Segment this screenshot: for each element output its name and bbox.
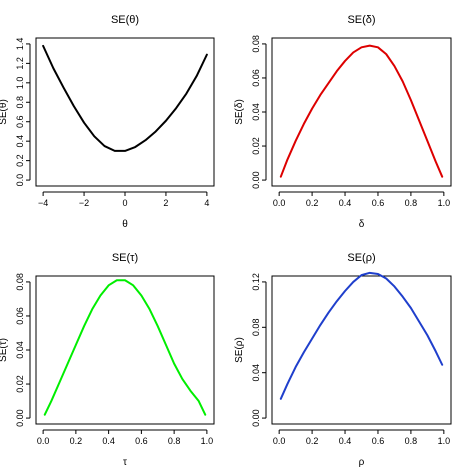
plot-frame	[271, 37, 452, 187]
x-tick-label: 0.6	[372, 198, 385, 208]
x-tick-label: 0.4	[339, 436, 352, 446]
x-tick-label: 1.0	[438, 198, 451, 208]
y-tick-label: 0.08	[251, 319, 261, 337]
y-tick-label: 0.00	[15, 409, 25, 427]
x-tick-label: −4	[38, 198, 48, 208]
x-tick-label: −2	[79, 198, 89, 208]
plot-frame	[271, 275, 452, 425]
y-tick-label: 1.2	[15, 57, 25, 70]
y-tick-label: 1.4	[15, 38, 25, 51]
chart-panel-1: −4 −2 0 2 4 0.0 0.2 0.4 0.6 0.8 1.0 1.2 1.4 SE(θ) θ SE(…	[0, 14, 215, 230]
x-axis: 0.0 0.2 0.4 0.6 0.8 1.0	[273, 429, 451, 446]
x-axis-label: δ	[359, 219, 365, 230]
x-tick-label: 1.0	[438, 436, 451, 446]
plot-frame	[35, 37, 215, 187]
y-axis-label: SE(ρ)	[234, 337, 245, 363]
x-tick-label: 1.0	[201, 436, 214, 446]
y-tick-label: 0.00	[251, 409, 261, 427]
x-tick-label: 0.8	[168, 436, 181, 446]
chart-panel-2: 0.0 0.2 0.4 0.6 0.8 1.0 0.00 0.02 0.04 0.06 0.08 SE…	[234, 14, 452, 230]
x-tick-label: 0.2	[306, 436, 319, 446]
y-tick-label: 0.12	[251, 273, 261, 291]
y-tick-label: 0.6	[15, 115, 25, 128]
y-tick-label: 0.8	[15, 96, 25, 109]
x-tick-label: 0.2	[306, 198, 319, 208]
series-line-se-curve	[43, 279, 207, 416]
y-tick-label: 0.04	[15, 341, 25, 359]
x-axis: 0.0 0.2 0.4 0.6 0.8 1.0	[273, 191, 451, 208]
y-tick-label: 0.02	[251, 137, 261, 155]
y-tick-label: 0.02	[15, 375, 25, 393]
x-tick-label: 0.6	[135, 436, 148, 446]
series-line-se-curve	[42, 44, 208, 152]
x-tick-label: 0.2	[70, 436, 83, 446]
x-axis: 0.0 0.2 0.4 0.6 0.8 1.0	[37, 429, 214, 446]
y-axis-label: SE(τ)	[0, 338, 9, 362]
x-tick-label: 0.0	[273, 198, 286, 208]
y-axis: 0.00 0.04 0.08 0.12	[251, 273, 267, 427]
chart-title: SE(θ)	[111, 14, 139, 26]
y-axis: 0.0 0.2 0.4 0.6 0.8 1.0 1.2 1.4	[15, 38, 31, 187]
x-axis-label: ρ	[359, 457, 365, 468]
y-tick-label: 0.06	[15, 307, 25, 325]
y-tick-label: 0.00	[251, 171, 261, 189]
y-axis: 0.00 0.02 0.04 0.06 0.08	[251, 35, 267, 189]
y-tick-label: 0.06	[251, 69, 261, 87]
x-tick-label: 2	[163, 198, 168, 208]
y-tick-label: 0.08	[15, 273, 25, 291]
y-tick-label: 0.04	[251, 364, 261, 382]
y-axis-label: SE(δ)	[234, 99, 245, 125]
x-tick-label: 0	[122, 198, 127, 208]
y-tick-label: 0.04	[251, 103, 261, 121]
x-axis: −4 −2 0 2 4	[38, 191, 209, 208]
series-line-se-curve	[279, 44, 444, 178]
x-tick-label: 0.8	[405, 198, 418, 208]
y-axis: 0.00 0.02 0.04 0.06 0.08	[15, 273, 31, 427]
chart-title: SE(ρ)	[347, 252, 375, 264]
y-tick-label: 0.08	[251, 35, 261, 53]
x-tick-label: 0.0	[273, 436, 286, 446]
y-tick-label: 1.0	[15, 77, 25, 90]
x-tick-label: 4	[204, 198, 209, 208]
x-tick-label: 0.8	[405, 436, 418, 446]
chart-title: SE(δ)	[347, 14, 375, 26]
chart-title: SE(τ)	[112, 252, 138, 264]
x-tick-label: 0.6	[372, 436, 385, 446]
y-tick-label: 0.4	[15, 135, 25, 148]
y-tick-label: 0.0	[15, 174, 25, 187]
series-line-se-curve	[279, 271, 444, 400]
plot-frame	[35, 275, 215, 425]
x-tick-label: 0.4	[102, 436, 115, 446]
y-tick-label: 0.2	[15, 154, 25, 167]
y-axis-label: SE(θ)	[0, 99, 9, 125]
x-tick-label: 0.4	[339, 198, 352, 208]
x-tick-label: 0.0	[37, 436, 50, 446]
x-axis-label: τ	[123, 457, 127, 468]
chart-panel-4: 0.0 0.2 0.4 0.6 0.8 1.0 0.00 0.04 0.08 0.12 SE(ρ) ρ…	[234, 252, 452, 468]
x-axis-label: θ	[122, 219, 128, 230]
chart-panel-3: 0.0 0.2 0.4 0.6 0.8 1.0 0.00 0.02 0.04 0.06 0.08 SE…	[0, 252, 215, 468]
